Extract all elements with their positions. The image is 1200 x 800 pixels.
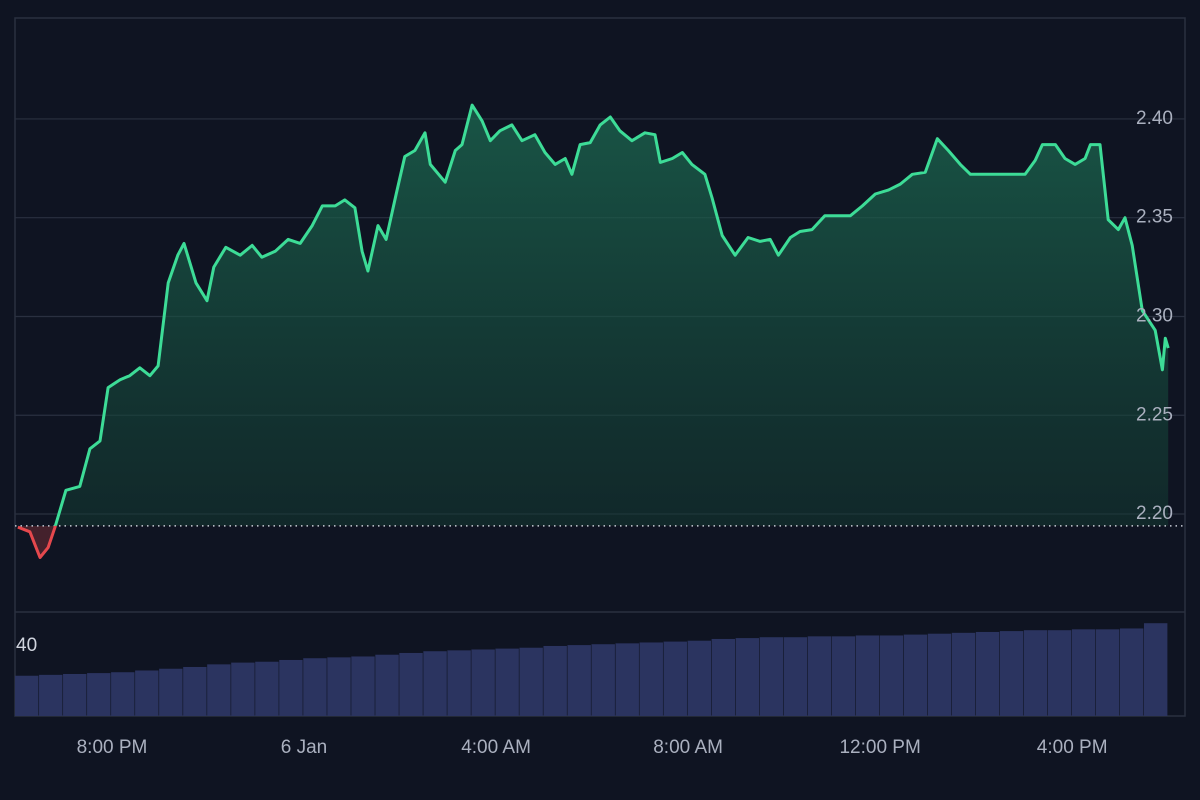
volume-bar: [327, 657, 351, 716]
volume-bar: [39, 674, 63, 716]
y-tick-label: 2.30: [1136, 305, 1173, 326]
volume-bar: [375, 654, 399, 716]
volume-bar: [135, 670, 159, 716]
volume-bar: [1047, 630, 1072, 716]
area-fill: [55, 105, 1169, 526]
y-tick-label: 2.35: [1136, 207, 1173, 228]
y-tick-label: 2.20: [1136, 503, 1173, 524]
x-tick-label: 8:00 PM: [77, 737, 148, 758]
volume-bar: [567, 645, 591, 716]
volume-bar: [111, 672, 135, 716]
volume-bar: [423, 651, 447, 716]
volume-bar: [231, 662, 255, 716]
volume-bar: [855, 635, 880, 716]
volume-bar: [87, 673, 111, 716]
volume-bar: [951, 632, 976, 716]
x-tick-label: 4:00 AM: [461, 737, 531, 758]
volume-bar: [663, 641, 687, 716]
volume-bar: [591, 644, 615, 716]
volume-bar: [447, 650, 471, 716]
volume-bar: [783, 637, 808, 716]
volume-bar: [1143, 623, 1168, 716]
volume-bar: [903, 634, 928, 716]
volume-bar: [615, 643, 639, 716]
volume-bar: [1023, 630, 1048, 716]
x-tick-label: 8:00 AM: [653, 737, 723, 758]
volume-tick-label: 40: [16, 635, 37, 656]
volume-bar: [159, 668, 183, 716]
volume-bar: [63, 673, 87, 716]
x-tick-label: 12:00 PM: [839, 737, 920, 758]
volume-bar: [759, 637, 784, 716]
volume-bar: [303, 658, 327, 716]
volume-bar: [183, 666, 207, 716]
y-tick-label: 2.25: [1136, 404, 1173, 425]
volume-bar: [207, 664, 231, 716]
volume-bar: [711, 638, 736, 716]
volume-bar: [1095, 629, 1120, 716]
volume-bar: [351, 656, 375, 716]
volume-bar: [735, 638, 760, 716]
volume-bar: [1119, 628, 1144, 716]
volume-bar: [543, 645, 567, 716]
y-tick-label: 2.40: [1136, 108, 1173, 129]
volume-bar: [519, 647, 543, 716]
volume-bar: [639, 642, 663, 716]
volume-bar: [15, 675, 39, 716]
volume-bar: [255, 661, 279, 716]
volume-bar: [975, 631, 1000, 716]
x-tick-label: 4:00 PM: [1037, 737, 1108, 758]
volume-bar: [807, 636, 832, 716]
volume-bar: [831, 636, 856, 716]
x-tick-label: 6 Jan: [281, 737, 327, 758]
volume-bar: [495, 648, 519, 716]
price-line-up: [18, 103, 1170, 526]
volume-bar: [927, 633, 952, 716]
volume-bar: [399, 652, 423, 716]
volume-bar: [279, 659, 303, 716]
volume-bar: [1071, 629, 1096, 716]
volume-bar: [999, 631, 1024, 716]
volume-bar: [687, 640, 712, 716]
volume-bar: [471, 649, 495, 716]
volume-bar: [879, 635, 904, 716]
